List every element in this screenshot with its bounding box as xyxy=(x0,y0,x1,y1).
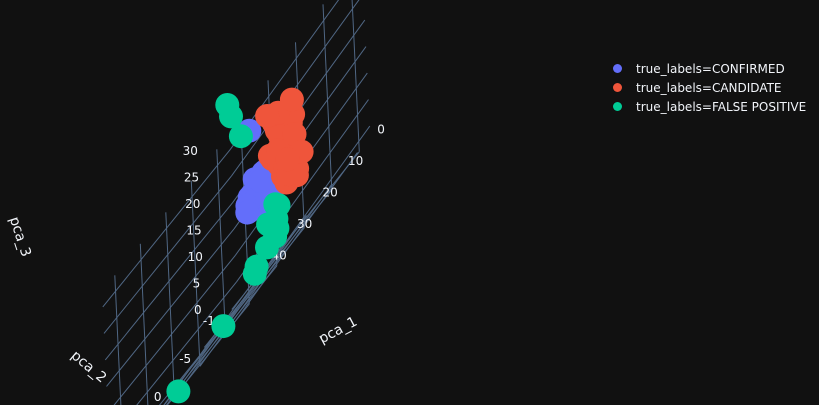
series-2 xyxy=(166,93,291,404)
grid-line xyxy=(139,243,149,405)
z-tick-label: 30 xyxy=(183,144,198,158)
y-tick-label: -5 xyxy=(179,352,191,366)
legend-marker-confirmed xyxy=(613,64,622,73)
legend-item-false-positive[interactable]: true_labels=FALSE POSITIVE xyxy=(610,97,806,116)
grid-line xyxy=(190,180,201,367)
grid-line xyxy=(231,0,360,177)
legend-item-confirmed[interactable]: true_labels=CONFIRMED xyxy=(610,59,806,78)
z-tick-label: 5 xyxy=(193,276,201,290)
data-point xyxy=(255,235,279,260)
grid-line xyxy=(136,281,237,405)
z-axis-title: pca_3 xyxy=(6,215,34,259)
data-point xyxy=(275,147,300,172)
data-point xyxy=(249,169,274,193)
legend-marker-false-positive xyxy=(613,102,622,111)
z-tick-label: 15 xyxy=(186,223,201,237)
data-point xyxy=(255,104,280,128)
grid-line xyxy=(351,0,360,152)
legend-label: true_labels=CANDIDATE xyxy=(636,80,782,95)
grid-line xyxy=(106,228,235,387)
data-point xyxy=(279,87,304,112)
grid-line xyxy=(165,212,175,398)
data-point xyxy=(242,261,267,286)
data-point xyxy=(211,314,236,339)
grid-line xyxy=(176,227,305,386)
grid-line xyxy=(229,0,340,150)
data-point xyxy=(235,200,260,225)
series-1 xyxy=(255,87,314,195)
data-point xyxy=(228,124,253,149)
z-tick-label: 0 xyxy=(194,303,202,317)
data-point xyxy=(166,379,191,404)
data-points xyxy=(166,87,314,404)
grid-line xyxy=(103,175,232,334)
grid-line xyxy=(114,275,122,405)
grid-line xyxy=(102,149,231,308)
data-point xyxy=(219,104,243,129)
z-tick-label: 10 xyxy=(188,250,203,264)
legend-marker-candidate xyxy=(613,83,622,92)
y-axis-title: pca_2 xyxy=(68,348,110,387)
grid-line xyxy=(216,149,226,335)
data-point xyxy=(256,212,281,237)
x-tick-label: 30 xyxy=(297,217,312,231)
z-tick-label: 25 xyxy=(184,170,199,184)
legend[interactable]: true_labels=CONFIRMED true_labels=CANDID… xyxy=(610,59,806,116)
x-tick-label: 20 xyxy=(322,186,337,200)
legend-label: true_labels=FALSE POSITIVE xyxy=(636,99,807,114)
x-axis-title: pca_1 xyxy=(316,314,360,347)
legend-label: true_labels=CONFIRMED xyxy=(636,61,785,76)
grid-line xyxy=(104,202,234,361)
x-tick-label: 10 xyxy=(348,154,363,168)
y-tick-label: 0 xyxy=(154,390,162,404)
legend-item-candidate[interactable]: true_labels=CANDIDATE xyxy=(610,78,806,97)
x-tick-label: 0 xyxy=(377,123,385,137)
grid-line xyxy=(113,255,236,405)
grid-line xyxy=(322,4,333,190)
z-tick-label: 20 xyxy=(185,197,200,211)
series-0 xyxy=(235,118,290,225)
